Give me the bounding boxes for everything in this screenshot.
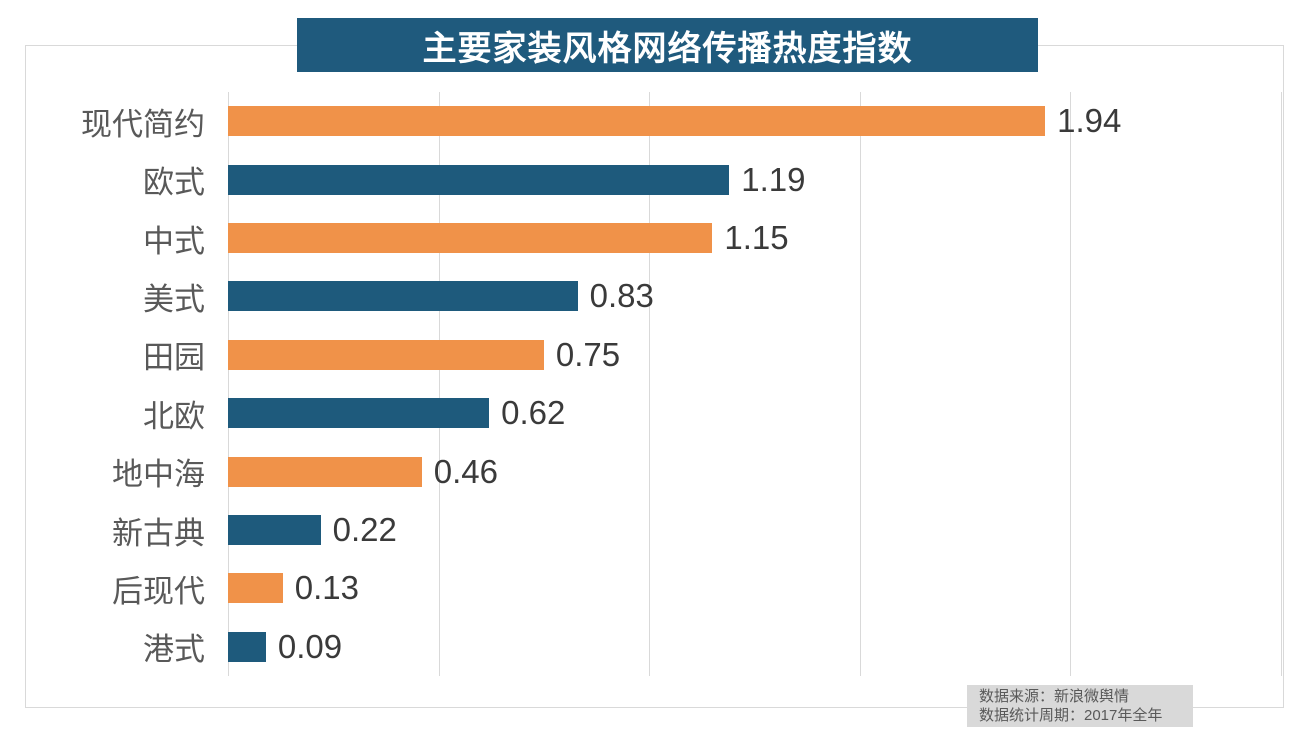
value-label: 1.19 [741,160,806,198]
bar-row: 中式 1.15 [143,209,1281,267]
value-label: 1.15 [724,219,789,257]
bar-row: 港式 0.09 [143,618,1281,676]
source-note: 数据来源：新浪微舆情 数据统计周期：2017年全年 [967,685,1193,727]
bar [228,339,544,370]
value-label: 1.94 [1057,102,1122,140]
gridline [438,92,440,676]
value-label: 0.22 [332,511,397,549]
bar [228,456,422,487]
bar [228,631,266,662]
bar-row: 北欧 0.62 [143,384,1281,442]
value-label: 0.75 [555,335,621,373]
category-label: 地中海 [112,457,205,493]
value-label: 0.13 [294,569,359,607]
category-label: 欧式 [143,165,205,201]
bar-row: 欧式 1.19 [143,150,1281,208]
plot-area: 现代简约 1.94 欧式 1.19 中式 1.15 美式 0.83 田园 0.75 北欧 0.62 地中… [81,92,1282,676]
category-label: 北欧 [143,398,205,434]
category-label: 美式 [143,281,205,317]
category-label: 现代简约 [81,106,205,142]
bar [228,515,321,546]
bar-row: 新古典 0.22 [112,501,1281,559]
value-label: 0.83 [589,277,654,315]
gridline [1281,92,1282,676]
source-note-line2: 数据统计周期：2017年全年 [979,707,1163,724]
gridline [649,92,651,676]
category-label: 新古典 [112,515,205,551]
value-label: 0.46 [433,452,498,490]
value-label: 0.09 [277,627,343,665]
bar-row: 美式 0.83 [143,267,1281,325]
source-note-line1: 数据来源：新浪微舆情 [979,688,1130,705]
bar-row: 后现代 0.13 [112,559,1281,617]
bar-row: 现代简约 1.94 [81,92,1281,150]
gridline [859,92,861,676]
bar [228,398,490,429]
bar [228,164,730,195]
category-label: 中式 [143,223,205,259]
category-label: 港式 [143,632,205,668]
category-label: 田园 [143,340,205,376]
bar [228,281,578,312]
bar [228,573,283,604]
gridline [228,92,229,676]
value-label: 0.62 [501,394,566,432]
gridline [1070,92,1072,676]
bar [228,223,713,254]
bar-row: 田园 0.75 [143,326,1281,384]
bar [228,106,1046,137]
category-label: 后现代 [112,573,205,609]
chart-title: 主要家装风格网络传播热度指数 [297,18,1038,72]
bar-row: 地中海 0.46 [112,442,1281,500]
